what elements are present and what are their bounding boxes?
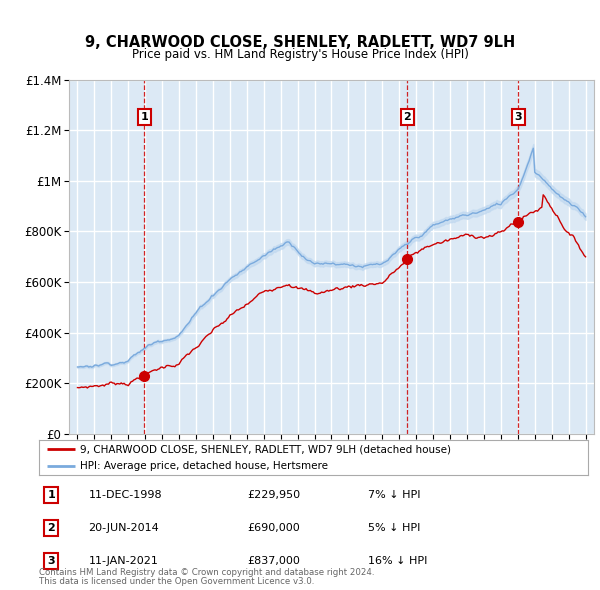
Text: 11-DEC-1998: 11-DEC-1998 (88, 490, 162, 500)
Text: This data is licensed under the Open Government Licence v3.0.: This data is licensed under the Open Gov… (39, 578, 314, 586)
Text: 3: 3 (514, 112, 522, 122)
Text: 2: 2 (403, 112, 411, 122)
Text: £690,000: £690,000 (248, 523, 301, 533)
Text: 9, CHARWOOD CLOSE, SHENLEY, RADLETT, WD7 9LH: 9, CHARWOOD CLOSE, SHENLEY, RADLETT, WD7… (85, 35, 515, 50)
Text: 3: 3 (47, 556, 55, 566)
Text: Price paid vs. HM Land Registry's House Price Index (HPI): Price paid vs. HM Land Registry's House … (131, 48, 469, 61)
Text: £229,950: £229,950 (248, 490, 301, 500)
Text: 9, CHARWOOD CLOSE, SHENLEY, RADLETT, WD7 9LH (detached house): 9, CHARWOOD CLOSE, SHENLEY, RADLETT, WD7… (80, 444, 451, 454)
Text: 2: 2 (47, 523, 55, 533)
Text: 1: 1 (47, 490, 55, 500)
Text: 16% ↓ HPI: 16% ↓ HPI (368, 556, 428, 566)
Text: 1: 1 (140, 112, 148, 122)
Text: 7% ↓ HPI: 7% ↓ HPI (368, 490, 421, 500)
Text: 20-JUN-2014: 20-JUN-2014 (88, 523, 159, 533)
Text: HPI: Average price, detached house, Hertsmere: HPI: Average price, detached house, Hert… (80, 461, 328, 471)
Text: £837,000: £837,000 (248, 556, 301, 566)
Text: 11-JAN-2021: 11-JAN-2021 (88, 556, 158, 566)
Text: Contains HM Land Registry data © Crown copyright and database right 2024.: Contains HM Land Registry data © Crown c… (39, 568, 374, 577)
Text: 5% ↓ HPI: 5% ↓ HPI (368, 523, 421, 533)
